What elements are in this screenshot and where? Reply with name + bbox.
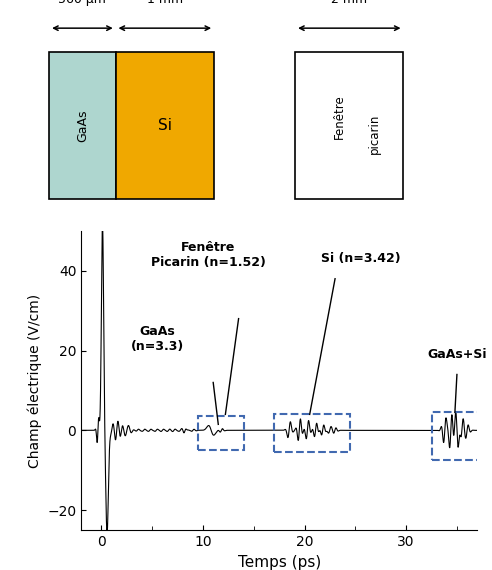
Text: GaAs+Si: GaAs+Si [427, 348, 487, 361]
Bar [198, 416, 244, 450]
Text: Fenêtre
Picarin (n=1.52): Fenêtre Picarin (n=1.52) [151, 241, 266, 269]
Text: Si (n=3.42): Si (n=3.42) [321, 253, 400, 265]
Text: 2 mm: 2 mm [331, 0, 368, 6]
Text: 1 mm: 1 mm [147, 0, 183, 6]
Text: Fenêtre: Fenêtre [333, 95, 346, 139]
Bar [274, 414, 350, 452]
Bar [116, 52, 214, 200]
Y-axis label: Champ électrique (V/cm): Champ électrique (V/cm) [27, 294, 42, 467]
X-axis label: Temps (ps): Temps (ps) [238, 555, 321, 569]
Text: Si: Si [158, 118, 172, 133]
Text: 560 μm: 560 μm [59, 0, 106, 6]
Text: picarin: picarin [368, 114, 380, 154]
Bar [431, 412, 484, 460]
Bar [49, 52, 116, 200]
Bar [295, 52, 403, 200]
Text: GaAs: GaAs [76, 109, 89, 142]
Text: GaAs
(n=3.3): GaAs (n=3.3) [131, 324, 184, 353]
